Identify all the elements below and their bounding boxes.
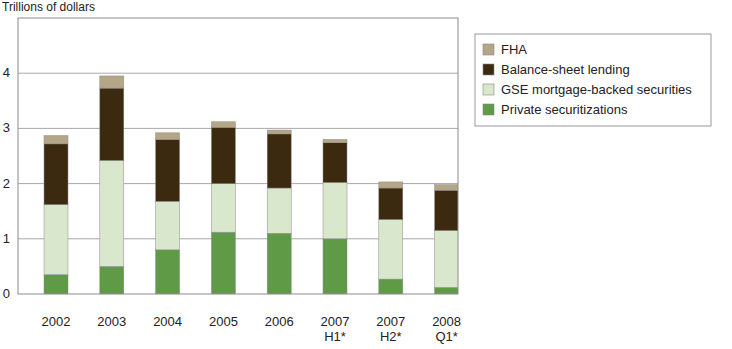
legend-swatch bbox=[483, 64, 494, 75]
bar-segment bbox=[100, 88, 124, 160]
y-tick-label: 3 bbox=[3, 120, 10, 135]
bar-segment bbox=[267, 134, 291, 188]
y-axis-label: Trillions of dollars bbox=[2, 0, 95, 14]
x-tick-label-line: 2004 bbox=[153, 314, 182, 329]
x-tick-label: 2006 bbox=[265, 314, 294, 329]
bar-segment bbox=[435, 231, 458, 288]
x-tick-label: 2008Q1* bbox=[432, 314, 461, 344]
x-tick-label-line: 2003 bbox=[97, 314, 126, 329]
legend-swatch bbox=[483, 84, 494, 95]
bar-segment bbox=[44, 205, 68, 275]
legend-swatch bbox=[483, 44, 494, 55]
x-tick-label-line: H2* bbox=[380, 329, 402, 344]
legend-label: Private securitizations bbox=[501, 102, 628, 117]
x-tick-label-line: 2007 bbox=[321, 314, 350, 329]
bar-segment bbox=[435, 190, 458, 230]
bar-segment bbox=[379, 188, 403, 219]
bar-segment bbox=[267, 130, 291, 134]
plot-frame bbox=[18, 18, 458, 294]
legend: FHA Balance-sheet lending GSE mortgage-bac… bbox=[475, 34, 711, 126]
legend-label: Balance-sheet lending bbox=[501, 62, 630, 77]
legend-label: GSE mortgage-backed securities bbox=[501, 82, 692, 97]
y-tick-label: 4 bbox=[3, 65, 10, 80]
bar-segment bbox=[379, 219, 403, 279]
x-tick-label: 2003 bbox=[97, 314, 126, 329]
bar-segment bbox=[267, 233, 291, 294]
bar-segment bbox=[323, 139, 347, 142]
x-tick-label-line: 2006 bbox=[265, 314, 294, 329]
bar-segment bbox=[211, 184, 235, 233]
x-tick-label-line: 2005 bbox=[209, 314, 238, 329]
x-tick-label-line: Q1* bbox=[435, 329, 457, 344]
bar-segment bbox=[323, 143, 347, 183]
bar-segment bbox=[435, 185, 458, 191]
bar-segment bbox=[156, 133, 180, 140]
legend-label: FHA bbox=[501, 42, 527, 57]
x-tick-label: 2007H2* bbox=[376, 314, 405, 344]
x-tick-label-line: 2008 bbox=[432, 314, 461, 329]
chart: 0 1 2 3 4 Trillions of dollars 2002 2003 2004 200… bbox=[0, 0, 732, 349]
y-tick-label: 1 bbox=[3, 231, 10, 246]
bar-segment bbox=[379, 279, 403, 294]
bar-segment bbox=[211, 232, 235, 294]
bar-segment bbox=[323, 239, 347, 294]
grid-line bbox=[18, 128, 458, 129]
bar-segment bbox=[44, 144, 68, 205]
x-tick-label: 2005 bbox=[209, 314, 238, 329]
x-tick-label: 2004 bbox=[153, 314, 182, 329]
bar-segment bbox=[435, 287, 458, 294]
bar-segment bbox=[156, 250, 180, 294]
bar-segment bbox=[100, 160, 124, 266]
bar-segment bbox=[156, 139, 180, 201]
x-tick-label: 2002 bbox=[42, 314, 71, 329]
plot-area bbox=[18, 18, 458, 294]
bar-segment bbox=[267, 188, 291, 233]
bars bbox=[44, 76, 458, 294]
bar-segment bbox=[211, 127, 235, 183]
y-tick-label: 2 bbox=[3, 176, 10, 191]
x-tick-label-line: H1* bbox=[324, 329, 346, 344]
bar-segment bbox=[100, 76, 124, 88]
bar-segment bbox=[100, 266, 124, 294]
y-tick-label: 0 bbox=[3, 286, 10, 301]
bar-segment bbox=[323, 182, 347, 238]
x-tick-label-line: 2007 bbox=[376, 314, 405, 329]
bar-segment bbox=[156, 201, 180, 250]
legend-swatch bbox=[483, 104, 494, 115]
legend-box bbox=[475, 34, 711, 126]
x-tick-label: 2007H1* bbox=[321, 314, 350, 344]
grid-line bbox=[18, 73, 458, 74]
bar-segment bbox=[211, 122, 235, 128]
bar-segment bbox=[44, 275, 68, 294]
bar-segment bbox=[379, 182, 403, 188]
x-tick-label-line: 2002 bbox=[42, 314, 71, 329]
bar-segment bbox=[44, 136, 68, 144]
